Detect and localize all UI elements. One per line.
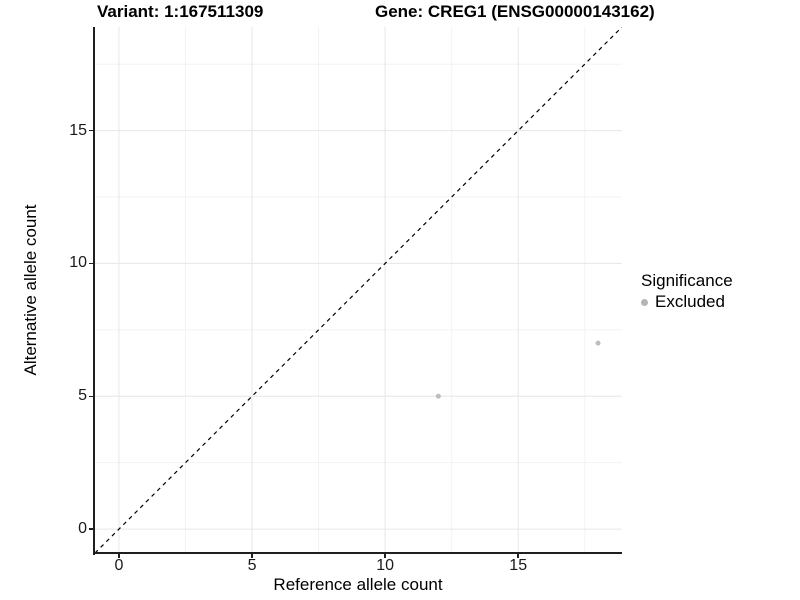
plot-panel [95, 27, 622, 553]
legend-title: Significance [641, 271, 733, 290]
x-tick-label: 5 [247, 557, 257, 574]
data-point [595, 340, 601, 346]
y-tick-label: 0 [78, 520, 87, 538]
y-tick-mark [89, 129, 93, 132]
x-axis-line [93, 552, 622, 554]
x-tick-mark [517, 554, 519, 558]
data-point [435, 393, 441, 399]
x-tick-label: 10 [376, 557, 395, 574]
x-tick-label: 0 [114, 557, 124, 574]
y-axis-title: Alternative allele count [21, 204, 40, 376]
plot-canvas [95, 27, 622, 553]
y-tick-mark [89, 395, 93, 397]
y-tick-label: 15 [69, 121, 87, 139]
y-tick-mark [89, 528, 93, 530]
x-tick-mark [384, 554, 386, 558]
legend-item-label: Excluded [655, 292, 725, 311]
y-tick-mark [89, 262, 93, 265]
y-tick-label: 10 [69, 254, 87, 272]
x-tick-mark [251, 554, 253, 558]
plot-title-gene: Gene: CREG1 (ENSG00000143162) [375, 2, 655, 21]
x-tick-label: 15 [509, 557, 528, 574]
plot-title-variant: Variant: 1:167511309 [97, 2, 264, 21]
identity-line [95, 27, 622, 553]
legend: Significance Excluded [641, 271, 733, 312]
excluded-point-icon [641, 298, 648, 306]
legend-item-excluded: Excluded [641, 292, 733, 312]
x-tick-mark [118, 554, 120, 558]
y-tick-label: 5 [78, 387, 87, 405]
y-axis-line [93, 27, 95, 555]
x-axis-title: Reference allele count [273, 575, 443, 594]
